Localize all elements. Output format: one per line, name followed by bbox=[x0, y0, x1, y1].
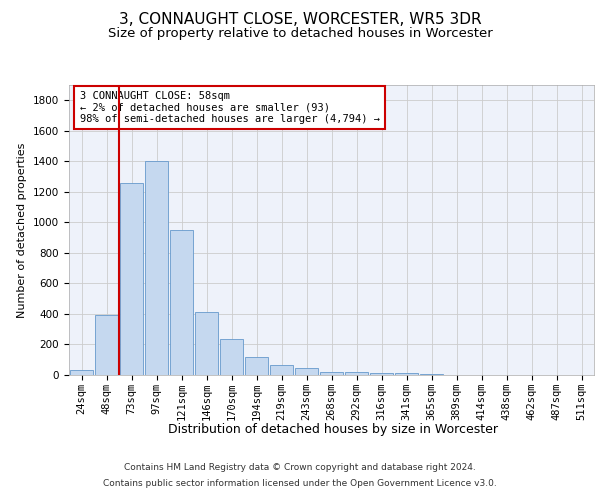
Bar bbox=[395, 374, 418, 375]
Bar bbox=[145, 162, 169, 375]
Text: 3, CONNAUGHT CLOSE, WORCESTER, WR5 3DR: 3, CONNAUGHT CLOSE, WORCESTER, WR5 3DR bbox=[119, 12, 481, 28]
Bar bbox=[194, 312, 218, 375]
Text: Contains public sector information licensed under the Open Government Licence v3: Contains public sector information licen… bbox=[103, 478, 497, 488]
Bar bbox=[170, 230, 193, 375]
Bar bbox=[70, 370, 94, 375]
Bar bbox=[245, 356, 268, 375]
Y-axis label: Number of detached properties: Number of detached properties bbox=[17, 142, 28, 318]
Bar bbox=[220, 339, 244, 375]
Bar bbox=[370, 372, 394, 375]
Bar bbox=[269, 365, 293, 375]
Bar bbox=[320, 372, 343, 375]
Text: Distribution of detached houses by size in Worcester: Distribution of detached houses by size … bbox=[168, 422, 498, 436]
Bar bbox=[119, 182, 143, 375]
Bar bbox=[344, 372, 368, 375]
Text: 3 CONNAUGHT CLOSE: 58sqm
← 2% of detached houses are smaller (93)
98% of semi-de: 3 CONNAUGHT CLOSE: 58sqm ← 2% of detache… bbox=[79, 91, 380, 124]
Text: Contains HM Land Registry data © Crown copyright and database right 2024.: Contains HM Land Registry data © Crown c… bbox=[124, 464, 476, 472]
Bar bbox=[295, 368, 319, 375]
Bar bbox=[419, 374, 443, 375]
Bar bbox=[95, 316, 118, 375]
Text: Size of property relative to detached houses in Worcester: Size of property relative to detached ho… bbox=[107, 28, 493, 40]
